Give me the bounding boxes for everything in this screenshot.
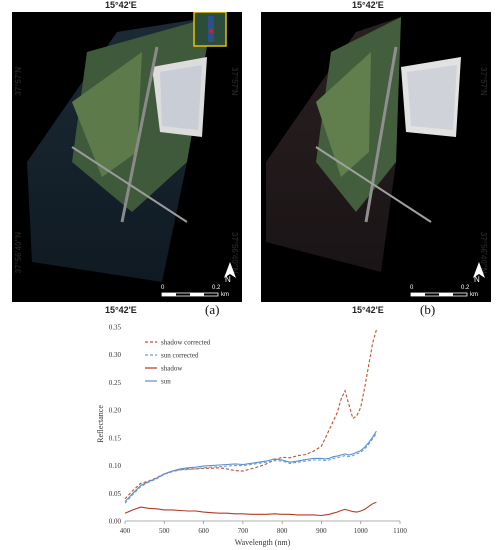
north-label-b: N: [474, 275, 480, 284]
reflectance-chart: 0.00 0.05 0.10 0.15 0.20 0.25 0.30 0.35 400 500 60…: [96, 324, 407, 548]
panel-b-right-coord-top: 37°57'N: [479, 67, 488, 96]
legend-label: shadow corrected: [161, 339, 211, 347]
panel-a-top-coord: 15°42'E: [105, 0, 137, 10]
x-tick-label: 800: [277, 527, 288, 535]
north-arrow-icon: [224, 262, 236, 278]
series-line-sun: [124, 430, 377, 502]
chart-top-coord-left: 15°42'E: [105, 305, 137, 315]
series-line-shadow-corrected: [124, 329, 377, 500]
panel-a-right-coord-top: 37°57'N: [230, 67, 239, 96]
x-tick-label: 600: [198, 527, 209, 535]
north-label-a: N: [225, 275, 231, 284]
y-tick-label: 0.05: [109, 490, 122, 498]
panel-a-label: (a): [205, 302, 220, 317]
y-axis-title: Reflectance: [96, 405, 105, 443]
panel-b-top-coord: 15°42'E: [352, 0, 384, 10]
legend-label: sun: [161, 378, 171, 386]
scale-bar-b: [410, 292, 468, 297]
x-tick-label: 900: [316, 527, 327, 535]
scale-bar-a: [161, 292, 219, 297]
panel-b-label: (b): [420, 302, 436, 317]
satellite-image-b: 37°57'N 37°56'40"N 0 0.2 km N: [261, 12, 491, 302]
north-arrow-icon: [473, 262, 485, 278]
y-tick-label: 0.10: [109, 462, 122, 470]
y-tick-label: 0.25: [109, 379, 122, 387]
scale-mid-a: 0.2: [212, 285, 221, 291]
x-tick-label: 1100: [393, 527, 407, 535]
x-tick-label: 500: [159, 527, 170, 535]
scale-unit-b: km: [470, 292, 478, 298]
chart-top-coord-right: 15°42'E: [352, 305, 384, 315]
panel-a-right-coord-bottom: 37°56'40"N: [230, 232, 239, 274]
scale-start-a: 0: [161, 285, 165, 291]
y-tick-label: 0.35: [109, 324, 122, 332]
y-tick-label: 0.00: [109, 518, 122, 526]
x-tick-label: 1000: [354, 527, 369, 535]
y-tick-label: 0.15: [109, 434, 122, 442]
scale-unit-a: km: [221, 292, 229, 298]
scale-start-b: 0: [410, 285, 414, 291]
satellite-scene-b: [266, 17, 461, 272]
scale-mid-b: 0.2: [461, 285, 470, 291]
series-line-sun-corrected: [124, 433, 377, 504]
y-tick-label: 0.30: [109, 351, 122, 359]
x-tick-label: 700: [238, 527, 249, 535]
x-axis-title: Wavelength (nm): [235, 538, 291, 547]
satellite-scene-a: [27, 12, 227, 282]
x-tick-label: 400: [120, 527, 131, 535]
legend-label: shadow: [161, 365, 183, 373]
satellite-image-a: 37°57'N 37°56'40"N 37°57'N 37°56'40"N 0 …: [12, 12, 242, 302]
series-line-shadow: [124, 501, 377, 517]
y-tick-label: 0.20: [109, 407, 122, 415]
legend-label: sun corrected: [161, 352, 199, 360]
panel-b-right-coord-bottom: 37°56'40"N: [479, 232, 488, 274]
